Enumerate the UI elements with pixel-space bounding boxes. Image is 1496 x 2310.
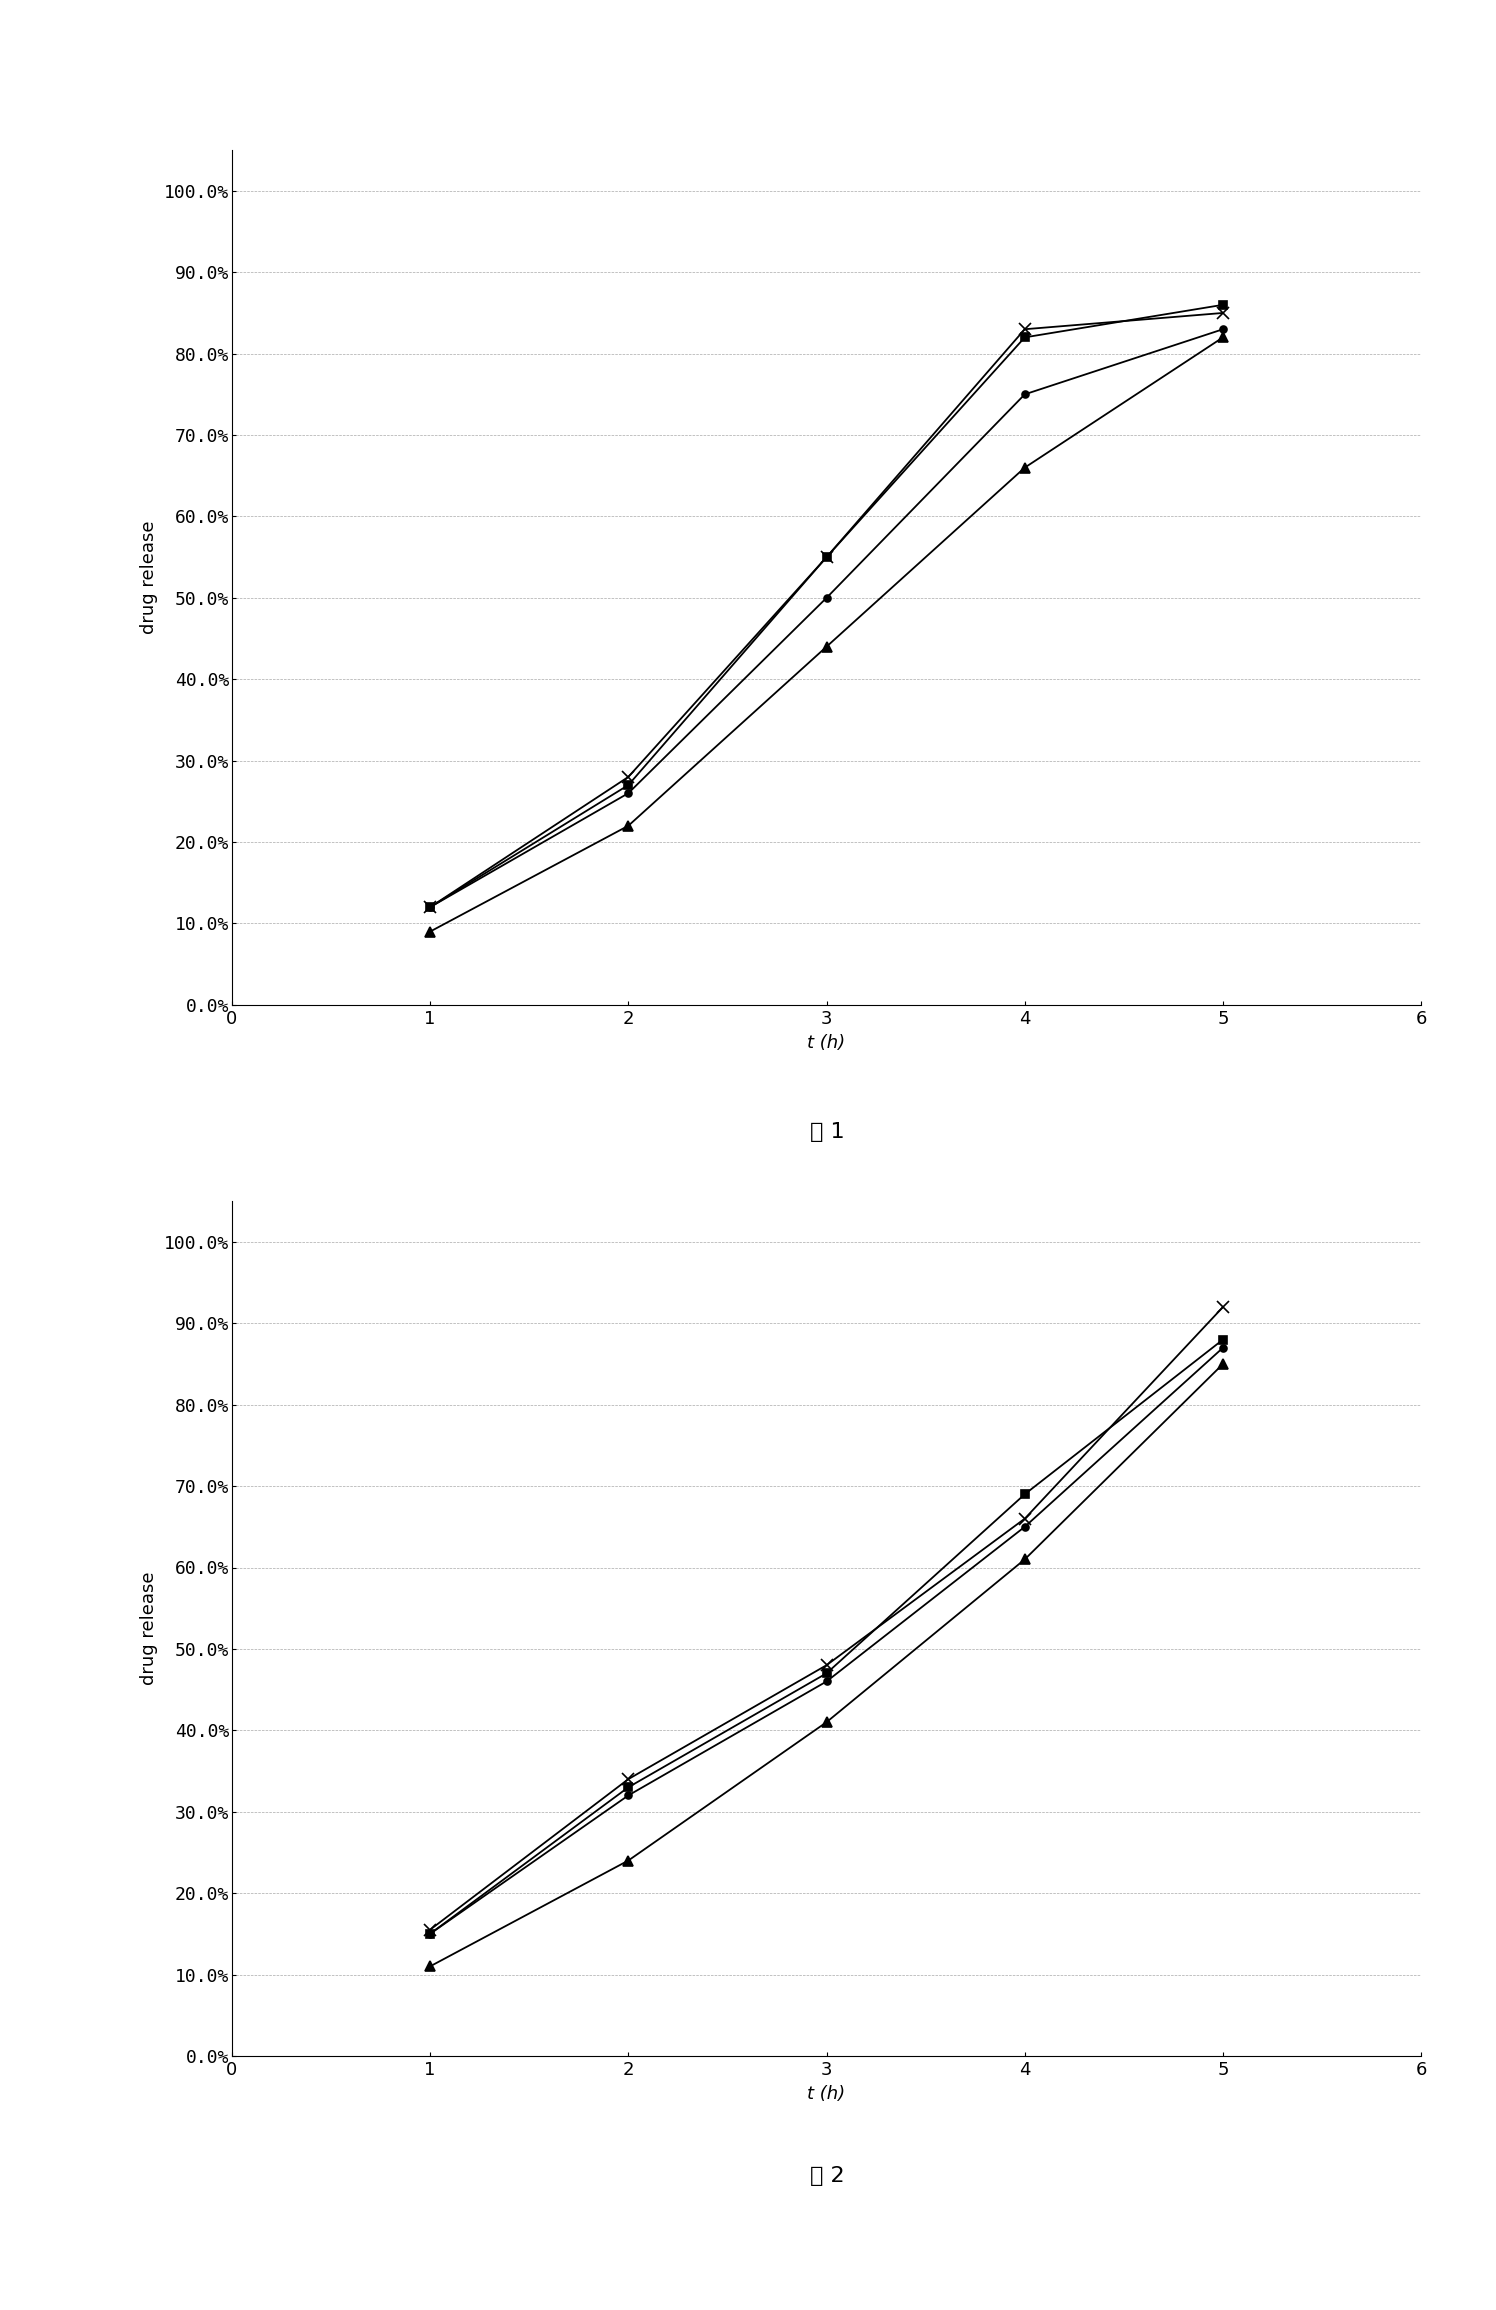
Y-axis label: drug release: drug release xyxy=(141,1571,159,1686)
Text: 图 1: 图 1 xyxy=(809,1123,845,1141)
Text: 图 2: 图 2 xyxy=(809,2167,845,2185)
X-axis label: t (h): t (h) xyxy=(808,1035,845,1051)
Y-axis label: drug release: drug release xyxy=(141,520,159,635)
X-axis label: t (h): t (h) xyxy=(808,2086,845,2102)
